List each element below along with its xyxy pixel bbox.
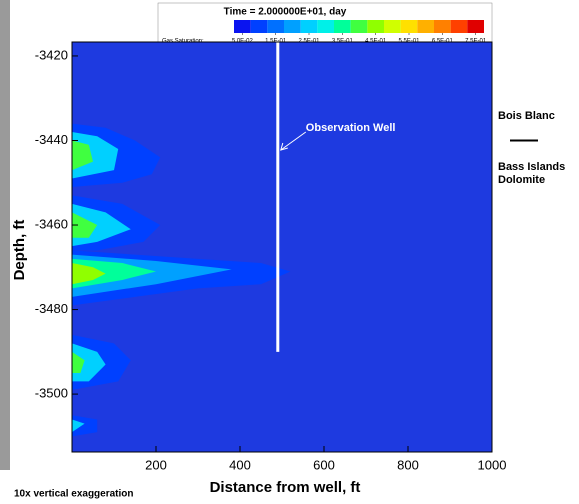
colorbar-tick-label: 4.5E-01 (365, 39, 387, 45)
y-tick-label: -3420 (35, 47, 68, 62)
x-tick-label: 800 (397, 457, 419, 472)
colorbar-swatch (417, 20, 434, 33)
x-axis-label: Distance from well, ft (210, 479, 361, 496)
x-tick-label: 400 (229, 457, 251, 472)
colorbar-tick-label: 2.5E-01 (298, 39, 320, 45)
formation-below: Dolomite (498, 174, 545, 186)
annotation-arrow (280, 131, 307, 151)
x-tick-label: 200 (145, 457, 167, 472)
contour-region (72, 258, 156, 289)
colorbar-swatch (284, 20, 301, 33)
colorbar-swatch (317, 20, 334, 33)
colorbar-tick-label: 5.5E-01 (398, 39, 420, 45)
colorbar-swatch (350, 20, 368, 33)
y-tick-label: -3480 (35, 301, 68, 316)
contour-region (72, 415, 98, 437)
colorbar-swatch (400, 20, 418, 33)
y-axis-label: Depth, ft (11, 220, 28, 281)
well-label: Observation Well (306, 122, 396, 134)
colorbar-swatch (267, 20, 284, 33)
colorbar-swatch (467, 20, 484, 33)
colorbar-swatch (434, 20, 451, 33)
colorbar-swatch (450, 20, 468, 33)
contour-region (72, 140, 93, 171)
colorbar-tick-label: 3.5E-01 (332, 39, 354, 45)
colorbar-tick-label: 6.5E-01 (432, 39, 454, 45)
chart-title: Time = 2.000000E+01, day (224, 7, 347, 18)
annotation-arrowhead (280, 142, 288, 151)
plot-frame (71, 41, 493, 453)
y-tick-label: -3440 (35, 132, 68, 147)
contour-region (72, 212, 98, 238)
window-edge (0, 0, 10, 470)
colorbar-tick-label: 1.5E-01 (265, 39, 287, 45)
colorbar-swatch (234, 20, 251, 33)
x-tick-label: 600 (313, 457, 335, 472)
contour-region (72, 263, 106, 285)
colorbar-tick-label: 7.5E-01 (465, 39, 487, 45)
colorbar-swatch (300, 20, 318, 33)
contour-region (72, 351, 85, 373)
colorbar-swatch (250, 20, 268, 33)
plot-background (72, 42, 492, 452)
x-tick-label: 1000 (478, 457, 507, 472)
note: 10x vertical exaggeration (14, 489, 134, 500)
colorbar-tick-label: 5.0E-02 (232, 39, 254, 45)
contour-region (72, 419, 85, 433)
y-tick-label: -3460 (35, 216, 68, 231)
colorbar-swatch (367, 20, 384, 33)
colorbar-swatch (384, 20, 401, 33)
formation-below: Bass Islands (498, 161, 565, 173)
y-tick-label: -3500 (35, 386, 68, 401)
formation-above: Bois Blanc (498, 110, 555, 122)
colorbar-swatch (334, 20, 351, 33)
